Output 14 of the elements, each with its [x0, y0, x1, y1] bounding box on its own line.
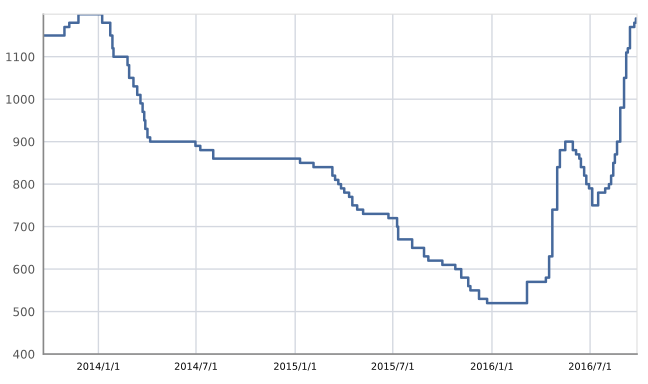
y-tick-label: 700 [14, 222, 34, 232]
x-tick-label: 2014/1/1 [77, 362, 120, 371]
y-tick-label: 1000 [6, 94, 34, 104]
x-tick-label: 2016/1/1 [470, 362, 513, 371]
x-tick-label: 2015/7/1 [372, 362, 414, 371]
x-tick-label: 2015/1/1 [274, 362, 316, 371]
y-tick-label: 800 [13, 180, 34, 189]
x-tick-label: 2016/7/1 [568, 362, 612, 371]
y-tick-label: 600 [13, 264, 34, 274]
y-tick-label: 900 [13, 137, 34, 146]
x-tick-label: 2014/7/1 [174, 362, 217, 371]
y-tick-label: 500 [13, 307, 34, 316]
y-tick-label: 1100 [6, 52, 34, 62]
y-tick-label: 400 [13, 350, 34, 359]
